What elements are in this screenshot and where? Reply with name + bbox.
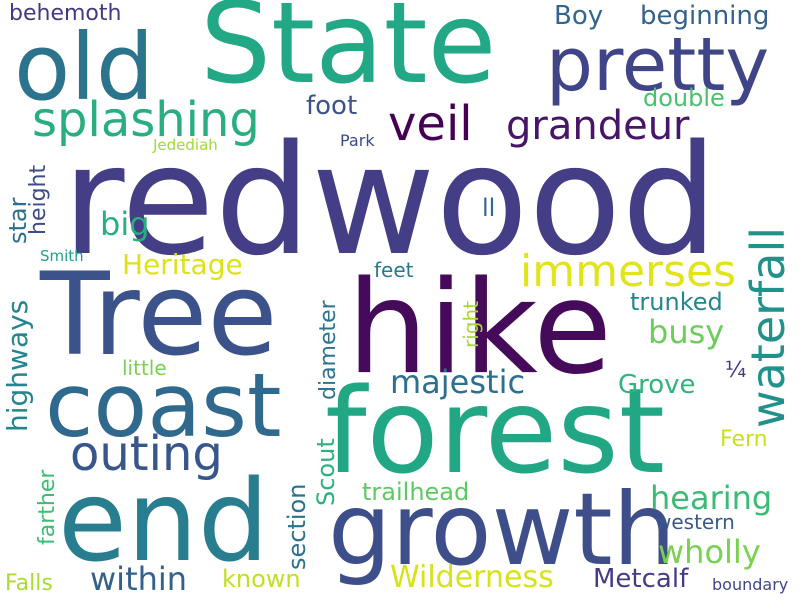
word-majestic: majestic (390, 363, 526, 401)
word-old: old (14, 14, 155, 121)
word-fern: Fern (720, 427, 768, 452)
word-forest: forest (325, 362, 665, 500)
word-scout: Scout (312, 438, 340, 506)
word-trailhead: trailhead (362, 478, 470, 506)
word-veil: veil (388, 96, 473, 152)
word-right: right (459, 301, 483, 348)
word-jedediah: Jedediah (153, 136, 218, 154)
word-end: end (58, 457, 269, 587)
word-boundary: boundary (712, 575, 789, 594)
word-farther: farther (35, 469, 60, 545)
word-section: section (283, 483, 311, 570)
word-state: State (200, 0, 497, 109)
word-pretty: pretty (546, 22, 770, 108)
word-hike: hike (347, 254, 612, 403)
word-immerses: immerses (520, 246, 737, 297)
word-wilderness: Wilderness (390, 560, 554, 595)
word-diameter: diameter (316, 300, 341, 400)
word-grandeur: grandeur (506, 103, 690, 149)
word-splashing: splashing (32, 92, 260, 148)
word-park: Park (340, 131, 375, 150)
word-hearing: hearing (650, 479, 773, 517)
word-wholly: wholly (658, 533, 761, 571)
word-height: height (26, 164, 51, 235)
word-smith: Smith (40, 247, 84, 265)
word-metcalf: Metcalf (593, 564, 689, 594)
word-boy: Boy (554, 1, 604, 31)
word-double: double (643, 84, 725, 112)
word-waterfall: waterfall (741, 226, 795, 428)
word-falls: Falls (5, 571, 53, 596)
word-trunked: trunked (630, 288, 723, 316)
word-behemoth: behemoth (9, 1, 122, 26)
word-grove: Grove (618, 370, 696, 400)
word-tree: Tree (40, 248, 278, 381)
word-big: big (100, 205, 150, 243)
word-feet: feet (374, 258, 414, 282)
word-quarter: ¼ (725, 358, 747, 383)
word-heritage: Heritage (122, 248, 243, 281)
word-little: little (122, 356, 167, 380)
word-beginning: beginning (640, 1, 770, 31)
word-known: known (222, 565, 301, 593)
word-growth: growth (328, 471, 676, 588)
word-coast: coast (45, 354, 282, 457)
word-western: western (655, 510, 735, 534)
word-redwood: redwood (62, 112, 718, 289)
word-highways: highways (1, 299, 34, 432)
word-outing: outing (70, 426, 223, 482)
word-within: within (90, 560, 188, 598)
word-busy: busy (648, 313, 725, 351)
word-ll: ll (482, 194, 496, 222)
word-foot: foot (306, 91, 358, 121)
